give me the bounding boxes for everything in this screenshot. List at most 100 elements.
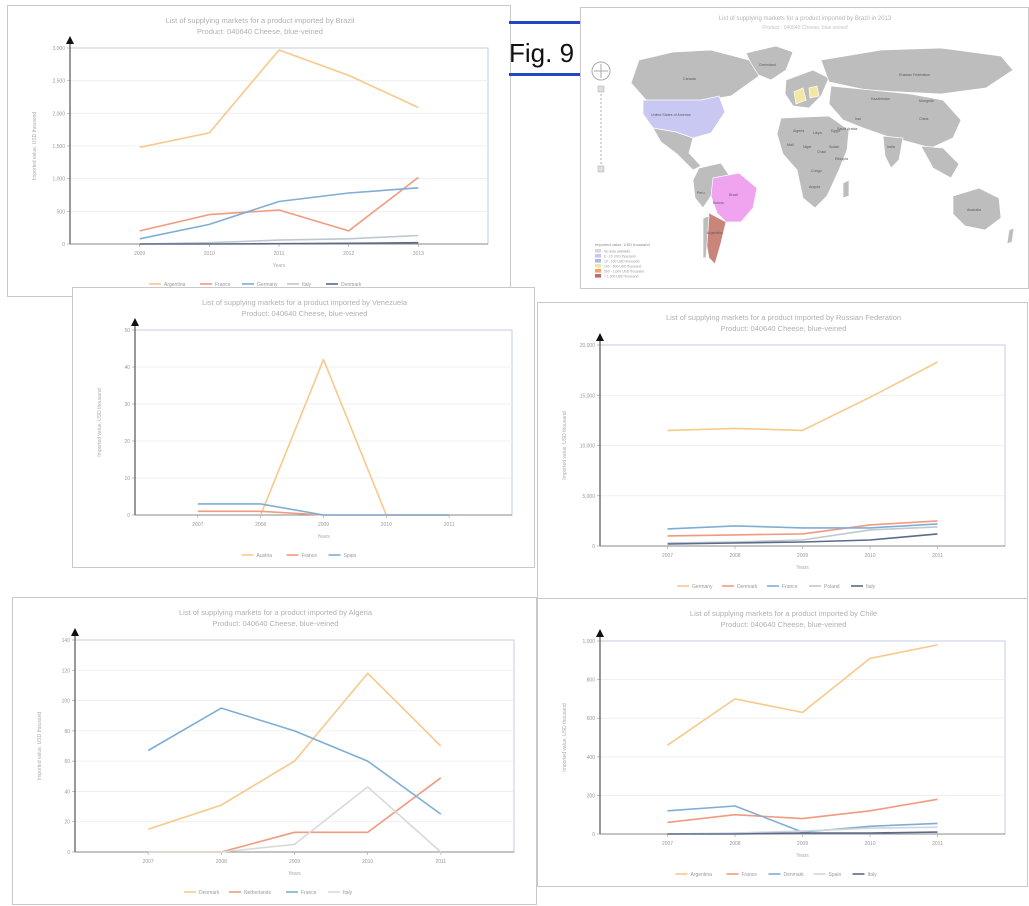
series-line-france (139, 176, 419, 232)
y-tick-label: 20,000 (580, 343, 596, 349)
map-label-greenland: Greenland (759, 63, 776, 67)
map-label-ethiopia: Ethiopia (835, 157, 848, 161)
legend-item[interactable]: Argentina (149, 282, 186, 288)
map-label-chad: Chad (817, 150, 826, 154)
series-line-italy (667, 533, 938, 545)
legend-item[interactable]: Argentina (675, 872, 713, 878)
x-tick-label: 2009 (134, 251, 145, 257)
legend-item[interactable]: Italy (851, 584, 876, 590)
map-label-egypt: Egypt (831, 129, 840, 133)
map-legend-item: No data available (595, 249, 630, 254)
legend-item[interactable]: Italy (852, 872, 878, 878)
map-pan-control[interactable] (591, 61, 611, 81)
x-tick-label: 2011 (274, 251, 285, 257)
legend-label: Denmark (199, 890, 220, 896)
legend-item[interactable]: Germany (242, 282, 278, 288)
legend-item[interactable]: France (286, 553, 318, 559)
y-axis-label: Imported value, USD thousand (37, 712, 43, 781)
legend-item[interactable]: Italy (287, 282, 312, 288)
y-tick-label: 30 (124, 402, 130, 408)
legend-item[interactable]: Poland (809, 584, 840, 590)
y-tick-label: 3,000 (52, 46, 65, 52)
chart-subtitle: Product: 040640 Cheese, blue-veined (242, 309, 368, 318)
brazil-line-chart: List of supplying markets for a product … (32, 16, 489, 288)
chart-title: List of supplying markets for a product … (690, 609, 877, 618)
x-tick-label: 2008 (729, 553, 740, 559)
series-line-france (667, 798, 938, 824)
x-tick-label: 2007 (192, 522, 203, 528)
y-tick-label: 1,000 (52, 177, 65, 183)
legend-item[interactable]: Spain (328, 553, 357, 559)
x-tick-label: 2008 (216, 859, 227, 865)
map-country-labels: Canada United States of America Russian … (651, 63, 981, 235)
y-tick-label: 0 (67, 850, 70, 856)
chart-title: List of supplying markets for a product … (202, 298, 408, 307)
world-map: List of supplying markets for a product … (591, 16, 1015, 279)
map-subtitle: Product : 040640 Cheese, blue-veined (762, 25, 848, 31)
map-legend-label-5: > 1,000 USD thousand (604, 275, 639, 279)
series-line-italy (667, 831, 938, 835)
chart-title: List of supplying markets for a product … (179, 608, 373, 617)
algeria-chart-panel: List of supplying markets for a product … (12, 597, 537, 905)
legend-item[interactable]: Denmark (768, 872, 805, 878)
map-legend-item: 10 - 100 USD thousand (595, 259, 640, 264)
russia-chart-panel: List of supplying markets for a product … (537, 302, 1028, 599)
legend-item[interactable]: France (726, 872, 758, 878)
map-legend-swatch-1 (595, 254, 601, 258)
y-tick-label: 500 (57, 209, 66, 215)
chart-subtitle: Product: 040640 Cheese, blue-veined (721, 324, 847, 333)
legend-item[interactable]: Denmark (326, 282, 362, 288)
land-chile (702, 215, 710, 259)
legend-item[interactable]: France (286, 890, 317, 896)
series-line-italy (148, 786, 442, 853)
y-axis-arrow-icon (66, 36, 74, 44)
x-axis-label: Years (317, 534, 330, 540)
land-new-zealand (1006, 227, 1015, 245)
land-india (882, 135, 904, 169)
y-tick-label: 140 (62, 638, 71, 644)
legend-item[interactable]: Denmark (722, 584, 758, 590)
series-line-denmark (667, 805, 938, 833)
y-tick-label: 15,000 (580, 393, 596, 399)
land-russia (820, 47, 1014, 95)
y-tick-label: 1,000 (582, 639, 595, 645)
map-legend-swatch-3 (595, 264, 601, 268)
y-axis-arrow-icon (71, 628, 79, 636)
map-legend-item: 0 - 10 USD thousand (595, 254, 636, 259)
legend-label: Netherlands (244, 890, 271, 896)
x-tick-label: 2010 (381, 522, 392, 528)
world-map-panel: List of supplying markets for a product … (580, 7, 1029, 289)
legend-item[interactable]: Netherlands (229, 890, 271, 896)
map-legend-label-2: 10 - 100 USD thousand (604, 260, 640, 264)
y-tick-label: 2,500 (52, 79, 65, 85)
legend-label: Denmark (784, 872, 805, 878)
map-zoom-slider[interactable] (597, 85, 605, 173)
chart-title: List of supplying markets for a product … (666, 313, 901, 322)
x-tick-label: 2011 (444, 522, 455, 528)
map-legend: Imported value, USD thousand No data ava… (595, 242, 650, 279)
map-legend-swatch-0 (595, 249, 601, 253)
x-tick-label: 2011 (932, 841, 943, 847)
map-label-algeria: Algeria (793, 129, 804, 133)
y-tick-label: 400 (587, 755, 596, 761)
series-line-germany (667, 361, 938, 432)
legend-item[interactable]: Spain (813, 872, 842, 878)
land-europe (784, 69, 830, 109)
legend-item[interactable]: Germany (677, 584, 713, 590)
legend-item[interactable]: France (767, 584, 798, 590)
y-tick-label: 120 (62, 668, 71, 674)
map-legend-item: 500 - 1,000 USD thousand (595, 269, 644, 274)
legend-item[interactable]: Denmark (184, 890, 220, 896)
y-tick-label: 1,500 (52, 144, 65, 150)
map-legend-label-0: No data available (604, 250, 630, 254)
y-tick-label: 0 (62, 242, 65, 248)
legend-item[interactable]: France (200, 282, 231, 288)
land-europe-highlight-east (808, 85, 820, 99)
legend-item[interactable]: Italy (328, 890, 353, 896)
y-axis-arrow-icon (596, 629, 604, 637)
legend-item[interactable]: Austria (241, 553, 273, 559)
map-label-angola: Angola (809, 185, 820, 189)
land-brazil (710, 172, 758, 223)
algeria-line-chart: List of supplying markets for a product … (37, 608, 515, 896)
map-legend-label-3: 100 - 500 USD thousand (604, 265, 641, 269)
